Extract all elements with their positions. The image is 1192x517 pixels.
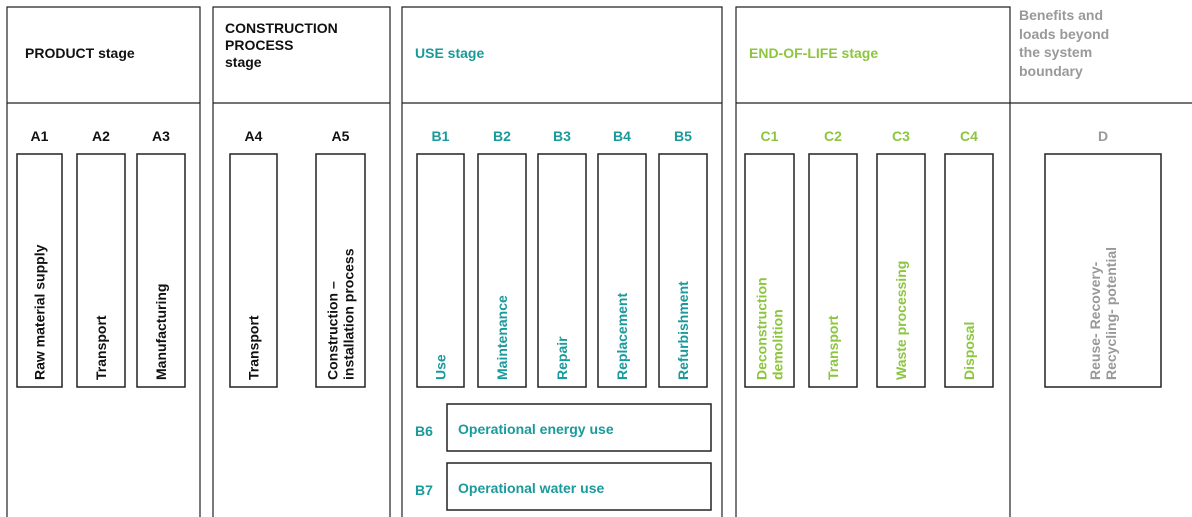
module-code: B1 xyxy=(432,128,450,144)
stage-title: stage xyxy=(225,54,262,70)
module-box xyxy=(229,153,278,388)
stage-title: boundary xyxy=(1019,63,1083,79)
module-label: Transport xyxy=(93,315,109,380)
module-code: B3 xyxy=(553,128,571,144)
module-code: A3 xyxy=(152,128,170,144)
stage-frame xyxy=(6,6,201,517)
module-label: Manufacturing xyxy=(153,284,169,380)
module-box xyxy=(315,153,366,388)
module-label: Transport xyxy=(246,315,262,380)
module-code: B5 xyxy=(674,128,692,144)
module-code: C2 xyxy=(824,128,842,144)
module-box xyxy=(744,153,795,388)
module-box xyxy=(416,153,465,388)
module-code: C3 xyxy=(892,128,910,144)
extra-label: Operational energy use xyxy=(458,421,614,437)
module-label: demolition xyxy=(770,309,786,380)
module-box xyxy=(477,153,527,388)
module-code: A5 xyxy=(332,128,350,144)
module-code: B4 xyxy=(613,128,631,144)
extra-label: Operational water use xyxy=(458,480,604,496)
module-label: Construction – xyxy=(325,281,341,380)
stage-title: USE stage xyxy=(415,45,484,61)
module-box xyxy=(537,153,587,388)
module-label: Transport xyxy=(825,315,841,380)
module-code: C4 xyxy=(960,128,978,144)
stage-title: CONSTRUCTION xyxy=(225,20,338,36)
stage-title: Benefits and xyxy=(1019,7,1103,23)
stage-frame xyxy=(212,6,391,517)
module-box xyxy=(16,153,63,388)
module-box xyxy=(597,153,647,388)
module-box xyxy=(944,153,994,388)
module-label: Recycling- potential xyxy=(1103,247,1119,380)
module-code: A2 xyxy=(92,128,110,144)
module-label: Waste processing xyxy=(893,261,909,380)
module-label: Use xyxy=(433,354,449,380)
extra-box xyxy=(446,462,712,511)
module-label: Disposal xyxy=(961,322,977,380)
module-label: Raw material supply xyxy=(32,244,48,380)
module-box xyxy=(876,153,926,388)
module-label: installation process xyxy=(341,248,357,380)
module-label: Maintenance xyxy=(494,295,510,380)
module-code: A1 xyxy=(31,128,49,144)
stage-frame xyxy=(735,6,1011,517)
module-code: A4 xyxy=(245,128,263,144)
module-box xyxy=(76,153,126,388)
module-box xyxy=(658,153,708,388)
module-code: B2 xyxy=(493,128,511,144)
extra-code: B6 xyxy=(415,423,433,439)
module-label: Deconstruction xyxy=(754,277,770,380)
module-box xyxy=(808,153,858,388)
module-code: D xyxy=(1098,128,1108,144)
module-label: Reuse- Recovery- xyxy=(1087,261,1103,380)
extra-code: B7 xyxy=(415,482,433,498)
module-box xyxy=(1044,153,1162,388)
stage-title: PROCESS xyxy=(225,37,293,53)
extra-box xyxy=(446,403,712,452)
module-box xyxy=(136,153,186,388)
stage-title: loads beyond xyxy=(1019,26,1109,42)
stage-title: the system xyxy=(1019,44,1092,60)
module-label: Replacement xyxy=(614,293,630,380)
stage-title: END-OF-LIFE stage xyxy=(749,45,878,61)
stage-title: PRODUCT stage xyxy=(25,45,135,61)
stage-frame xyxy=(401,6,723,517)
module-code: C1 xyxy=(761,128,779,144)
module-label: Repair xyxy=(554,336,570,380)
module-label: Refurbishment xyxy=(675,281,691,380)
